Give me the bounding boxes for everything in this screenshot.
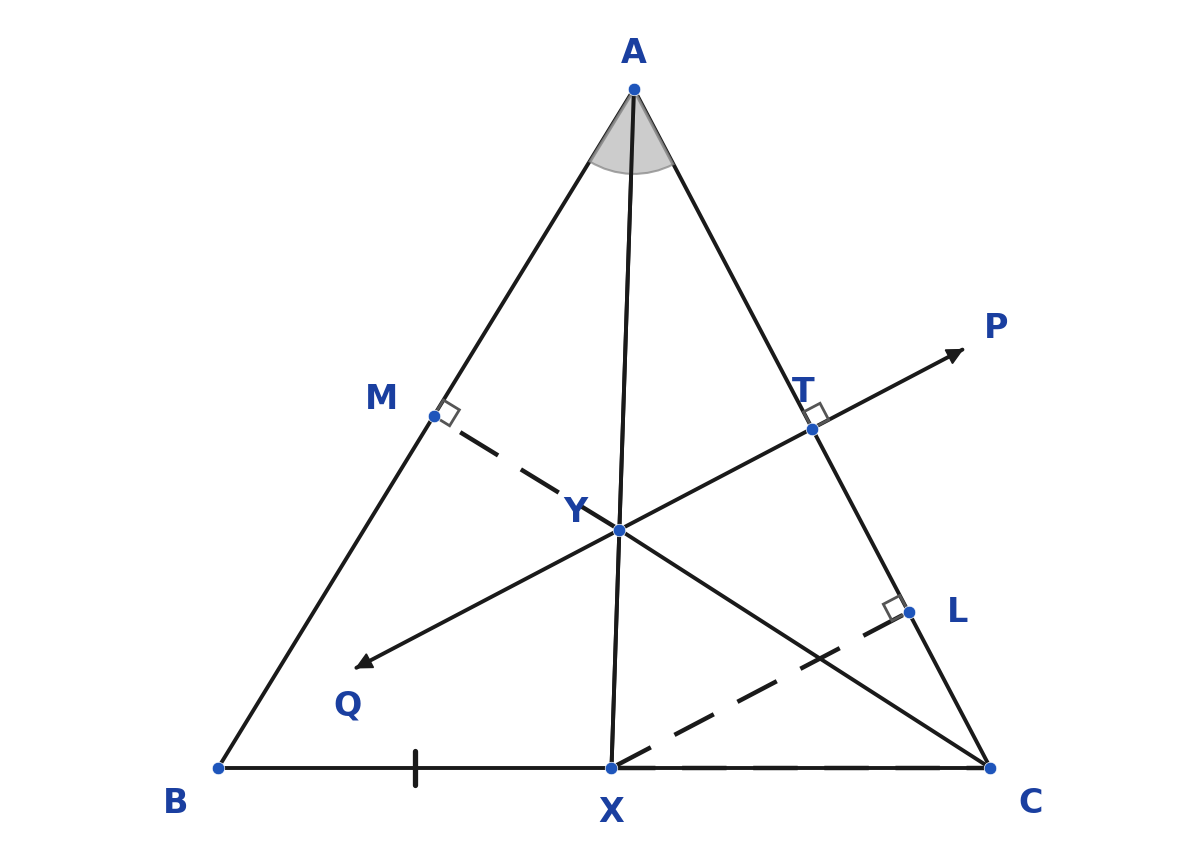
Polygon shape	[356, 654, 373, 668]
Text: P: P	[984, 312, 1009, 345]
Text: Q: Q	[334, 690, 362, 722]
Text: L: L	[947, 596, 968, 628]
Wedge shape	[589, 89, 673, 174]
Polygon shape	[946, 350, 962, 363]
Text: M: M	[365, 382, 397, 416]
Text: T: T	[792, 376, 815, 410]
Text: A: A	[622, 37, 647, 70]
Text: C: C	[1019, 787, 1043, 820]
Text: Y: Y	[563, 496, 587, 530]
Text: B: B	[163, 787, 188, 820]
Text: X: X	[599, 795, 624, 829]
